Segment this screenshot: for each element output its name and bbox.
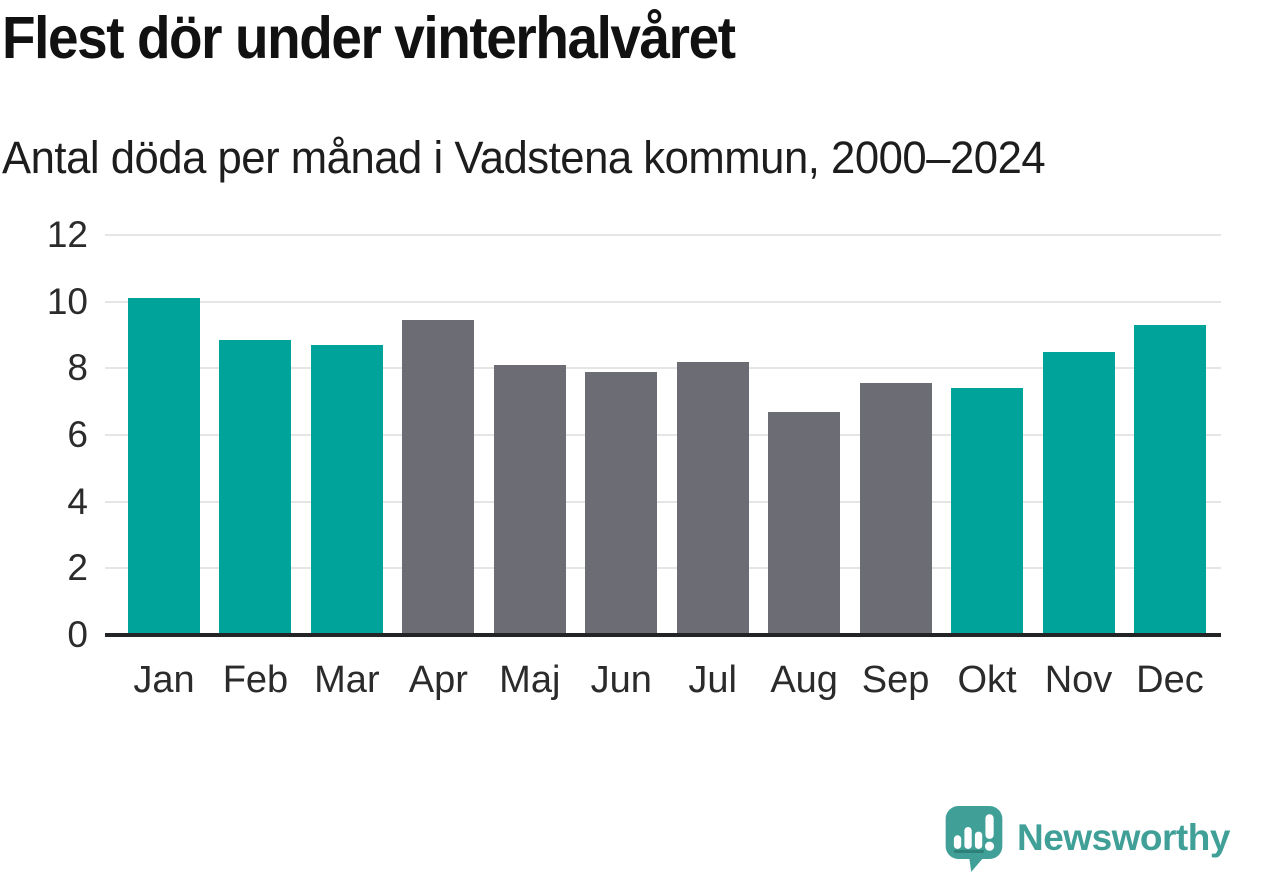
x-tick-label-jan: Jan bbox=[133, 659, 195, 701]
newsworthy-wordmark: Newsworthy bbox=[1017, 817, 1230, 858]
bar-apr bbox=[402, 320, 475, 635]
bar-nov bbox=[1042, 351, 1115, 635]
x-tick-label-sep: Sep bbox=[861, 659, 930, 701]
gridline-y4 bbox=[105, 500, 1221, 503]
bar-mar bbox=[310, 345, 383, 635]
y-tick-label-8: 8 bbox=[67, 347, 88, 389]
y-tick-label-0: 0 bbox=[67, 614, 88, 655]
newsworthy-speech-bubble-chart-icon bbox=[942, 804, 1006, 872]
gridline-y12 bbox=[105, 234, 1221, 236]
x-tick-label-apr: Apr bbox=[408, 659, 468, 701]
chart-title: Flest dör under vinterhalvåret bbox=[2, 5, 736, 71]
bar-jun bbox=[585, 371, 658, 635]
x-tick-label-okt: Okt bbox=[957, 659, 1017, 701]
bar-okt bbox=[951, 388, 1024, 635]
x-tick-label-dec: Dec bbox=[1136, 659, 1204, 701]
x-tick-label-nov: Nov bbox=[1044, 659, 1113, 701]
bar-dec bbox=[1133, 325, 1206, 635]
y-tick-label-2: 2 bbox=[67, 547, 88, 589]
bar-maj bbox=[493, 365, 566, 635]
y-tick-label-4: 4 bbox=[67, 480, 88, 522]
gridline-y6 bbox=[105, 434, 1221, 436]
bar-aug bbox=[768, 411, 841, 635]
bar-jul bbox=[676, 361, 749, 635]
chart-subtitle: Antal döda per månad i Vadstena kommun, … bbox=[2, 132, 1046, 183]
x-axis-line bbox=[105, 633, 1221, 637]
y-tick-label-6: 6 bbox=[67, 414, 88, 455]
bar-feb bbox=[219, 340, 292, 635]
bar-jan bbox=[128, 298, 200, 635]
gridline-y2 bbox=[105, 567, 1221, 570]
x-tick-label-jul: Jul bbox=[688, 659, 737, 701]
gridline-y8 bbox=[105, 367, 1221, 370]
x-tick-label-aug: Aug bbox=[770, 659, 838, 701]
y-tick-label-12: 12 bbox=[46, 214, 88, 255]
x-tick-label-mar: Mar bbox=[314, 659, 380, 701]
bar-sep bbox=[859, 383, 932, 635]
newsworthy-logo: Newsworthy bbox=[942, 804, 1230, 872]
y-tick-label-10: 10 bbox=[46, 280, 88, 322]
gridline-y10 bbox=[105, 300, 1221, 303]
x-tick-label-maj: Maj bbox=[499, 659, 561, 701]
x-tick-label-feb: Feb bbox=[222, 659, 289, 701]
x-tick-label-jun: Jun bbox=[590, 659, 652, 701]
